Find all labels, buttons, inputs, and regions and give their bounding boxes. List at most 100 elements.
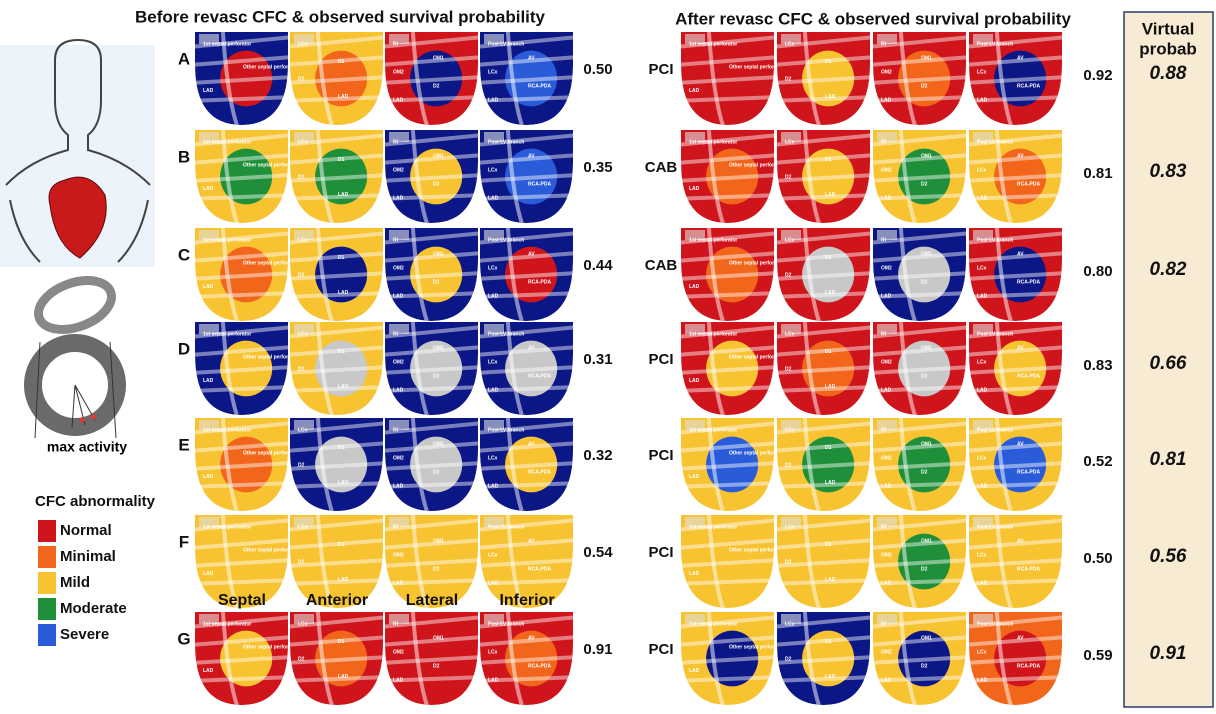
virtual-header: Virtual (1142, 19, 1195, 38)
vessel-label: RI (393, 427, 399, 433)
vessel-label: D1 (825, 445, 832, 451)
vessel-label: D1 (825, 255, 832, 261)
vessel-label: AV (1017, 251, 1024, 257)
vessel-label: LAD (825, 577, 836, 583)
vessel-label: LAD (488, 387, 499, 393)
row-label: A (178, 49, 190, 68)
vessel-label: AV (1017, 153, 1024, 159)
vessel-label: RCA-PDA (528, 279, 551, 285)
vessel-label: RCA-PDA (1017, 663, 1040, 669)
vessel-label: RI (393, 237, 399, 243)
before-probability: 0.31 (583, 351, 612, 368)
vessel-label: D2 (433, 663, 440, 669)
vessel-label: LCx (977, 552, 987, 558)
bullseye-panel: Post LV branchAVLCxRCA-PDALAD (475, 322, 578, 415)
vessel-label: LCx (488, 265, 498, 271)
after-probability: 0.50 (1083, 550, 1112, 567)
vessel-label: D2 (785, 559, 792, 565)
vessel-label: Post LV branch (488, 331, 524, 337)
vessel-label: Post LV branch (488, 237, 524, 243)
bullseye-panel: RIOM1OM2D2LAD (868, 418, 971, 511)
vessel-label: LCx (785, 331, 795, 337)
vessel-label: Post LV branch (977, 427, 1013, 433)
vessel-label: LAD (977, 387, 988, 393)
vessel-label: OM1 (921, 251, 932, 257)
vessel-label: 1st septal perforator (689, 237, 737, 243)
vessel-label: 1st septal perforator (689, 139, 737, 145)
vessel-label: RI (881, 621, 887, 627)
row-label: E (178, 435, 189, 454)
bullseye-panel: 1st septal perforatorOther septal perfor… (190, 32, 300, 125)
vessel-label: LCx (298, 139, 308, 145)
max-activity-label: max activity (47, 439, 127, 455)
legend-label: Normal (60, 522, 112, 539)
vessel-label: Post LV branch (977, 41, 1013, 47)
vessel-label: LCx (977, 455, 987, 461)
vessel-label: D2 (921, 279, 928, 285)
vessel-label: D2 (298, 559, 305, 565)
vessel-label: LAD (338, 480, 349, 486)
before-probability: 0.35 (583, 159, 612, 176)
after-probability: 0.83 (1083, 357, 1112, 374)
vessel-label: D1 (338, 542, 345, 548)
row-label: F (179, 532, 189, 551)
vessel-label: RCA-PDA (528, 663, 551, 669)
vessel-label: LAD (338, 384, 349, 390)
vessel-label: D2 (298, 76, 305, 82)
vessel-label: LAD (689, 186, 700, 192)
vessel-label: Post LV branch (488, 524, 524, 530)
view-label: Inferior (499, 592, 554, 609)
revasc-type: CAB (645, 159, 678, 176)
vessel-label: LAD (203, 474, 214, 480)
vessel-label: LAD (689, 284, 700, 290)
vessel-label: LAD (977, 483, 988, 489)
vessel-label: LAD (203, 668, 214, 674)
bullseye-panel: LCxD1D2LAD (772, 515, 875, 608)
vessel-label: LAD (825, 480, 836, 486)
vessel-label: 1st septal perforator (689, 331, 737, 337)
before-probability: 0.50 (583, 61, 612, 78)
before-probability: 0.54 (583, 544, 613, 561)
vessel-label: Post LV branch (977, 621, 1013, 627)
vessel-label: LCx (785, 139, 795, 145)
vessel-label: D1 (338, 349, 345, 355)
vessel-label: D2 (921, 373, 928, 379)
vessel-label: RCA-PDA (528, 181, 551, 187)
vessel-label: OM1 (921, 345, 932, 351)
vessel-label: D1 (338, 157, 345, 163)
view-label: Lateral (406, 592, 458, 609)
vessel-label: 1st septal perforator (203, 621, 251, 627)
vessel-label: 1st septal perforator (203, 41, 251, 47)
vessel-label: RI (393, 139, 399, 145)
bullseye-panel: RIOM1OM2D2LAD (380, 612, 483, 705)
vessel-label: D1 (825, 639, 832, 645)
vessel-label: 1st septal perforator (203, 427, 251, 433)
vessel-label: OM1 (921, 441, 932, 447)
vessel-label: LCx (977, 265, 987, 271)
vessel-label: LCx (977, 649, 987, 655)
vessel-label: D2 (433, 469, 440, 475)
vessel-label: D2 (298, 272, 305, 278)
vessel-label: LCx (298, 331, 308, 337)
bullseye-panel: LCxD1D2LAD (285, 130, 388, 223)
vessel-label: RI (881, 331, 887, 337)
bullseye-panel: Post LV branchAVLCxRCA-PDALAD (964, 130, 1067, 223)
revasc-type: PCI (648, 447, 673, 464)
bullseye-panel: Post LV branchAVLCxRCA-PDALAD (475, 612, 578, 705)
vessel-label: D2 (433, 566, 440, 572)
vessel-label: LAD (338, 674, 349, 680)
vessel-label: LCx (488, 69, 498, 75)
legend-swatch (38, 546, 56, 568)
revasc-type: PCI (648, 544, 673, 561)
revasc-type: PCI (648, 61, 673, 78)
vessel-label: AV (528, 55, 535, 61)
vessel-label: OM2 (881, 455, 892, 461)
vessel-label: 1st septal perforator (689, 621, 737, 627)
bullseye-panel: Post LV branchAVLCxRCA-PDALAD (964, 322, 1067, 415)
vessel-label: OM2 (393, 455, 404, 461)
